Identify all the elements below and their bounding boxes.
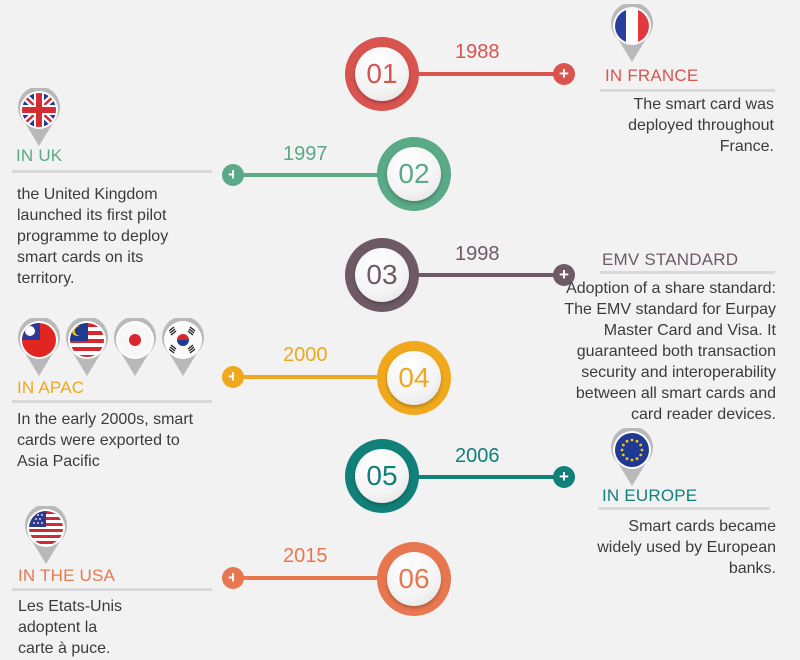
description-line: The smart card was — [633, 96, 774, 113]
milestone-circle-06: 06 — [377, 542, 451, 616]
milestone-number: 05 — [366, 460, 398, 491]
description-line: Smart cards became — [628, 518, 776, 535]
milestone-description: In the early 2000s, smart cards were exp… — [17, 409, 217, 472]
milestone-year: 1988 — [455, 41, 500, 63]
description-line: Les Etats-Unis — [18, 598, 123, 615]
plus-icon: + — [553, 264, 575, 286]
description-line: cards were exported to — [17, 432, 180, 449]
milestone-connector — [410, 475, 560, 479]
milestone-connector — [410, 72, 560, 76]
milestone-year: 1998 — [455, 243, 500, 265]
milestone-description: The smart card was deployed throughout F… — [560, 94, 774, 157]
malaysia-flag-icon — [66, 318, 108, 376]
title-underline — [12, 170, 212, 173]
usa-flag-icon — [25, 506, 67, 564]
description-line: The EMV standard for Eurpay — [564, 301, 776, 318]
milestone-connector — [234, 375, 384, 379]
south-korea-flag-icon — [162, 318, 204, 376]
milestone-connector — [410, 273, 560, 277]
description-line: guaranteed both transaction — [576, 343, 776, 360]
milestone-number: 03 — [366, 259, 398, 290]
description-line: security and interoperability — [581, 364, 776, 381]
milestone-description: Adoption of a share standard: The EMV st… — [540, 278, 776, 425]
region-title: IN EUROPE — [602, 486, 698, 505]
plus-icon: + — [553, 466, 575, 488]
milestone-description: Smart cards became widely used by Europe… — [560, 516, 776, 579]
milestone-year: 2006 — [455, 445, 500, 467]
description-line: between all smart cards and — [575, 385, 776, 402]
milestone-circle-03: 03 — [345, 238, 419, 312]
description-line: adoptent la — [18, 619, 98, 636]
plus-icon: + — [222, 366, 244, 388]
milestone-number: 01 — [366, 58, 398, 89]
milestone-year: 1997 — [283, 143, 328, 165]
milestone-connector — [234, 576, 384, 580]
plus-icon: + — [553, 63, 575, 85]
description-line: programme to deploy — [17, 228, 169, 245]
description-line: In the early 2000s, smart — [17, 411, 194, 428]
milestone-year: 2015 — [283, 545, 328, 567]
title-underline — [598, 507, 770, 510]
description-line: territory. — [17, 270, 75, 287]
description-line: Master Card and Visa. It — [603, 322, 776, 339]
france-flag-icon — [611, 4, 653, 62]
description-line: smart cards on its — [17, 249, 144, 266]
plus-icon: + — [222, 567, 244, 589]
description-line: carte à puce. — [18, 640, 111, 657]
milestone-number: 06 — [398, 563, 430, 594]
milestone-number: 02 — [398, 158, 430, 189]
milestone-description: the United Kingdom launched its first pi… — [17, 184, 217, 289]
region-title: IN THE USA — [18, 566, 116, 585]
uk-flag-icon — [18, 88, 60, 146]
description-line: France. — [719, 138, 774, 155]
plus-icon: + — [222, 164, 244, 186]
milestone-connector — [234, 173, 384, 177]
eu-flag-icon — [611, 428, 653, 486]
milestone-circle-04: 04 — [377, 341, 451, 415]
milestone-circle-02: 02 — [377, 137, 451, 211]
title-underline — [600, 89, 775, 92]
milestone-circle-05: 05 — [345, 439, 419, 513]
description-line: launched its first pilot — [17, 207, 167, 224]
region-title: EMV STANDARD — [602, 250, 739, 269]
milestone-number: 04 — [398, 362, 430, 393]
description-line: banks. — [728, 560, 776, 577]
milestone-description: Les Etats-Unis adoptent la carte à puce. — [18, 596, 218, 659]
title-underline — [12, 400, 212, 403]
title-underline — [600, 271, 775, 274]
milestone-circle-01: 01 — [345, 37, 419, 111]
taiwan-flag-icon — [18, 318, 60, 376]
description-line: the United Kingdom — [17, 186, 158, 203]
region-title: IN FRANCE — [605, 66, 699, 85]
title-underline — [12, 588, 212, 591]
region-title: IN UK — [16, 146, 63, 165]
description-line: card reader devices. — [631, 406, 776, 423]
region-title: IN APAC — [17, 378, 85, 397]
japan-flag-icon — [114, 318, 156, 376]
milestone-year: 2000 — [283, 344, 328, 366]
description-line: widely used by European — [597, 539, 776, 556]
description-line: Asia Pacific — [17, 453, 100, 470]
description-line: Adoption of a share standard: — [566, 280, 776, 297]
description-line: deployed throughout — [628, 117, 774, 134]
